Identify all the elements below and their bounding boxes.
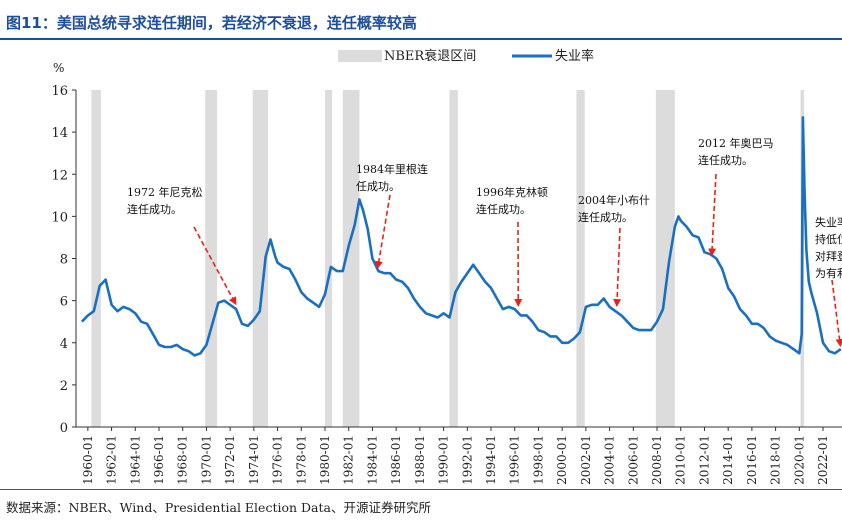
annotation-text: 为有利 bbox=[815, 266, 842, 280]
y-tick-label: 2 bbox=[60, 379, 68, 394]
y-axis-unit-label: % bbox=[53, 61, 64, 75]
annotation-text: 连任成功。 bbox=[578, 211, 633, 224]
annotation-text: 2004年小布什 bbox=[578, 193, 650, 207]
y-tick-label: 8 bbox=[60, 253, 68, 268]
y-tick-label: 6 bbox=[60, 295, 68, 310]
x-tick-label: 1960-01 bbox=[81, 435, 95, 485]
x-tick-label: 1970-01 bbox=[199, 435, 213, 485]
annotation-text: 1972 年尼克松 bbox=[127, 185, 203, 199]
annotation-text: 失业率 bbox=[815, 215, 842, 229]
x-tick-label: 2008-01 bbox=[650, 435, 664, 485]
figure-title: 图11：美国总统寻求连任期间，若经济不衰退，连任概率较高 bbox=[6, 14, 417, 32]
x-tick-label: 2014-01 bbox=[721, 435, 735, 485]
annotation-text: 任成功。 bbox=[356, 180, 400, 193]
annotation-arrow bbox=[708, 173, 717, 257]
x-tick-label: 2022-01 bbox=[816, 435, 830, 485]
x-tick-label: 1996-01 bbox=[508, 435, 522, 485]
x-tick-label: 2012-01 bbox=[697, 435, 711, 485]
x-tick-label: 2004-01 bbox=[603, 435, 617, 485]
series-layer bbox=[80, 116, 842, 357]
annotation-text: 连任成功。 bbox=[127, 203, 182, 216]
figure-source: 数据来源：NBER、Wind、Presidential Election Dat… bbox=[6, 500, 431, 515]
y-tick-label: 4 bbox=[60, 337, 68, 352]
x-tick-label: 2016-01 bbox=[745, 435, 759, 485]
x-tick-label: 2020-01 bbox=[792, 435, 806, 485]
x-tick-label: 1976-01 bbox=[271, 435, 285, 485]
x-tick-label: 2010-01 bbox=[674, 435, 688, 485]
recession-band bbox=[342, 90, 360, 427]
legend-label-unemployment: 失业率 bbox=[555, 48, 594, 64]
x-tick-label: 2006-01 bbox=[626, 435, 640, 485]
recession-band bbox=[252, 90, 269, 427]
x-tick-label: 2002-01 bbox=[579, 435, 593, 485]
x-tick-label: 1964-01 bbox=[128, 435, 142, 485]
annotation-text: 连任成功。 bbox=[476, 203, 531, 216]
recession-band bbox=[449, 90, 458, 427]
legend-swatch-recession bbox=[338, 50, 382, 62]
x-tick-label: 1990-01 bbox=[437, 435, 451, 485]
annotation-text: 对拜登 bbox=[815, 249, 842, 263]
y-tick-label: 10 bbox=[51, 210, 68, 225]
y-tick-label: 12 bbox=[51, 168, 68, 183]
recession-band bbox=[325, 90, 333, 427]
series-line-unemployment bbox=[80, 116, 842, 357]
x-tick-label: 1988-01 bbox=[413, 435, 427, 485]
legend: NBER衰退区间 失业率 bbox=[338, 48, 594, 64]
axes: 0 2 4 6 8 10 12 14 16 1960-01 1962-01 1964-01 1966-0… bbox=[51, 84, 842, 485]
annotation-text: 持低位 bbox=[815, 232, 842, 246]
y-tick-label: 14 bbox=[51, 126, 68, 141]
x-tick-label: 1998-01 bbox=[531, 435, 545, 485]
x-tick-label: 1974-01 bbox=[247, 435, 261, 485]
x-tick-label: 1986-01 bbox=[389, 435, 403, 485]
x-tick-label: 1962-01 bbox=[105, 435, 119, 485]
x-tick-label: 1984-01 bbox=[365, 435, 379, 485]
annotation-text: 2012 年奥巴马 bbox=[698, 136, 774, 150]
x-tick-label: 1980-01 bbox=[318, 435, 332, 485]
recession-band bbox=[91, 90, 101, 427]
annotation-text: 1996年克林顿 bbox=[476, 185, 548, 199]
annotation-arrow bbox=[374, 194, 391, 270]
annotation-arrow bbox=[613, 227, 622, 308]
x-tick-label: 1978-01 bbox=[294, 435, 308, 485]
x-tick-label: 1994-01 bbox=[484, 435, 498, 485]
legend-label-recession: NBER衰退区间 bbox=[384, 48, 476, 64]
x-tick-label: 1968-01 bbox=[176, 435, 190, 485]
annotation-arrow bbox=[831, 279, 842, 348]
recession-band bbox=[655, 90, 675, 427]
title-rule bbox=[0, 38, 842, 40]
bottom-rule bbox=[0, 489, 842, 490]
x-tick-label: 1972-01 bbox=[223, 435, 237, 485]
x-tick-label: 2000-01 bbox=[555, 435, 569, 485]
annotation-text: 1984年里根连 bbox=[356, 162, 428, 176]
x-tick-label: 2018-01 bbox=[769, 435, 783, 485]
recession-band bbox=[576, 90, 585, 427]
y-tick-label: 16 bbox=[51, 84, 68, 99]
x-tick-label: 1992-01 bbox=[460, 435, 474, 485]
annotation-arrow bbox=[193, 226, 237, 306]
y-tick-label: 0 bbox=[60, 421, 68, 436]
annotation-text: 连任成功。 bbox=[698, 154, 753, 167]
x-tick-label: 1982-01 bbox=[342, 435, 356, 485]
x-tick-label: 1966-01 bbox=[152, 435, 166, 485]
